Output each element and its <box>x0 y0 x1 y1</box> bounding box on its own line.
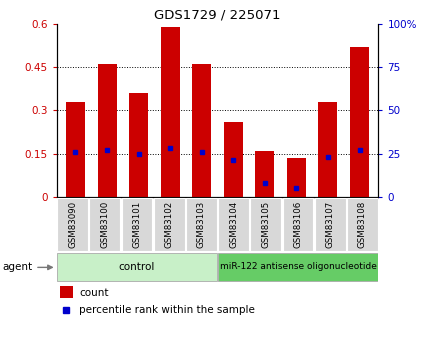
Bar <box>346 198 377 251</box>
Text: percentile rank within the sample: percentile rank within the sample <box>79 305 254 315</box>
Bar <box>192 65 210 197</box>
Text: GSM83100: GSM83100 <box>100 201 109 248</box>
Bar <box>318 102 337 197</box>
Text: GSM83101: GSM83101 <box>132 201 141 248</box>
Bar <box>59 286 72 298</box>
Text: control: control <box>118 262 155 272</box>
Bar <box>286 158 305 197</box>
Text: GSM83102: GSM83102 <box>164 201 173 248</box>
Bar <box>160 27 179 197</box>
Text: GSM83090: GSM83090 <box>68 201 77 248</box>
Text: miR-122 antisense oligonucleotide: miR-122 antisense oligonucleotide <box>219 262 375 271</box>
Bar <box>121 198 152 251</box>
Text: GSM83107: GSM83107 <box>325 201 334 248</box>
Text: count: count <box>79 288 108 297</box>
Text: agent: agent <box>2 262 32 272</box>
Text: GSM83103: GSM83103 <box>197 201 205 248</box>
Bar <box>250 198 281 251</box>
Bar <box>217 198 249 251</box>
Bar <box>153 198 184 251</box>
Text: GSM83104: GSM83104 <box>229 201 237 248</box>
Bar <box>97 65 116 197</box>
Title: GDS1729 / 225071: GDS1729 / 225071 <box>154 9 280 22</box>
Bar <box>255 151 274 197</box>
Text: GSM83106: GSM83106 <box>293 201 302 248</box>
Bar <box>89 198 120 251</box>
Bar <box>282 198 313 251</box>
Bar <box>129 93 148 197</box>
Bar <box>224 122 242 197</box>
Bar <box>57 198 88 251</box>
Text: GSM83108: GSM83108 <box>357 201 366 248</box>
Text: GSM83105: GSM83105 <box>261 201 270 248</box>
Bar <box>314 198 345 251</box>
Bar <box>349 47 368 197</box>
Bar <box>66 102 85 197</box>
Bar <box>57 253 217 282</box>
Bar <box>185 198 217 251</box>
Bar <box>217 253 377 282</box>
